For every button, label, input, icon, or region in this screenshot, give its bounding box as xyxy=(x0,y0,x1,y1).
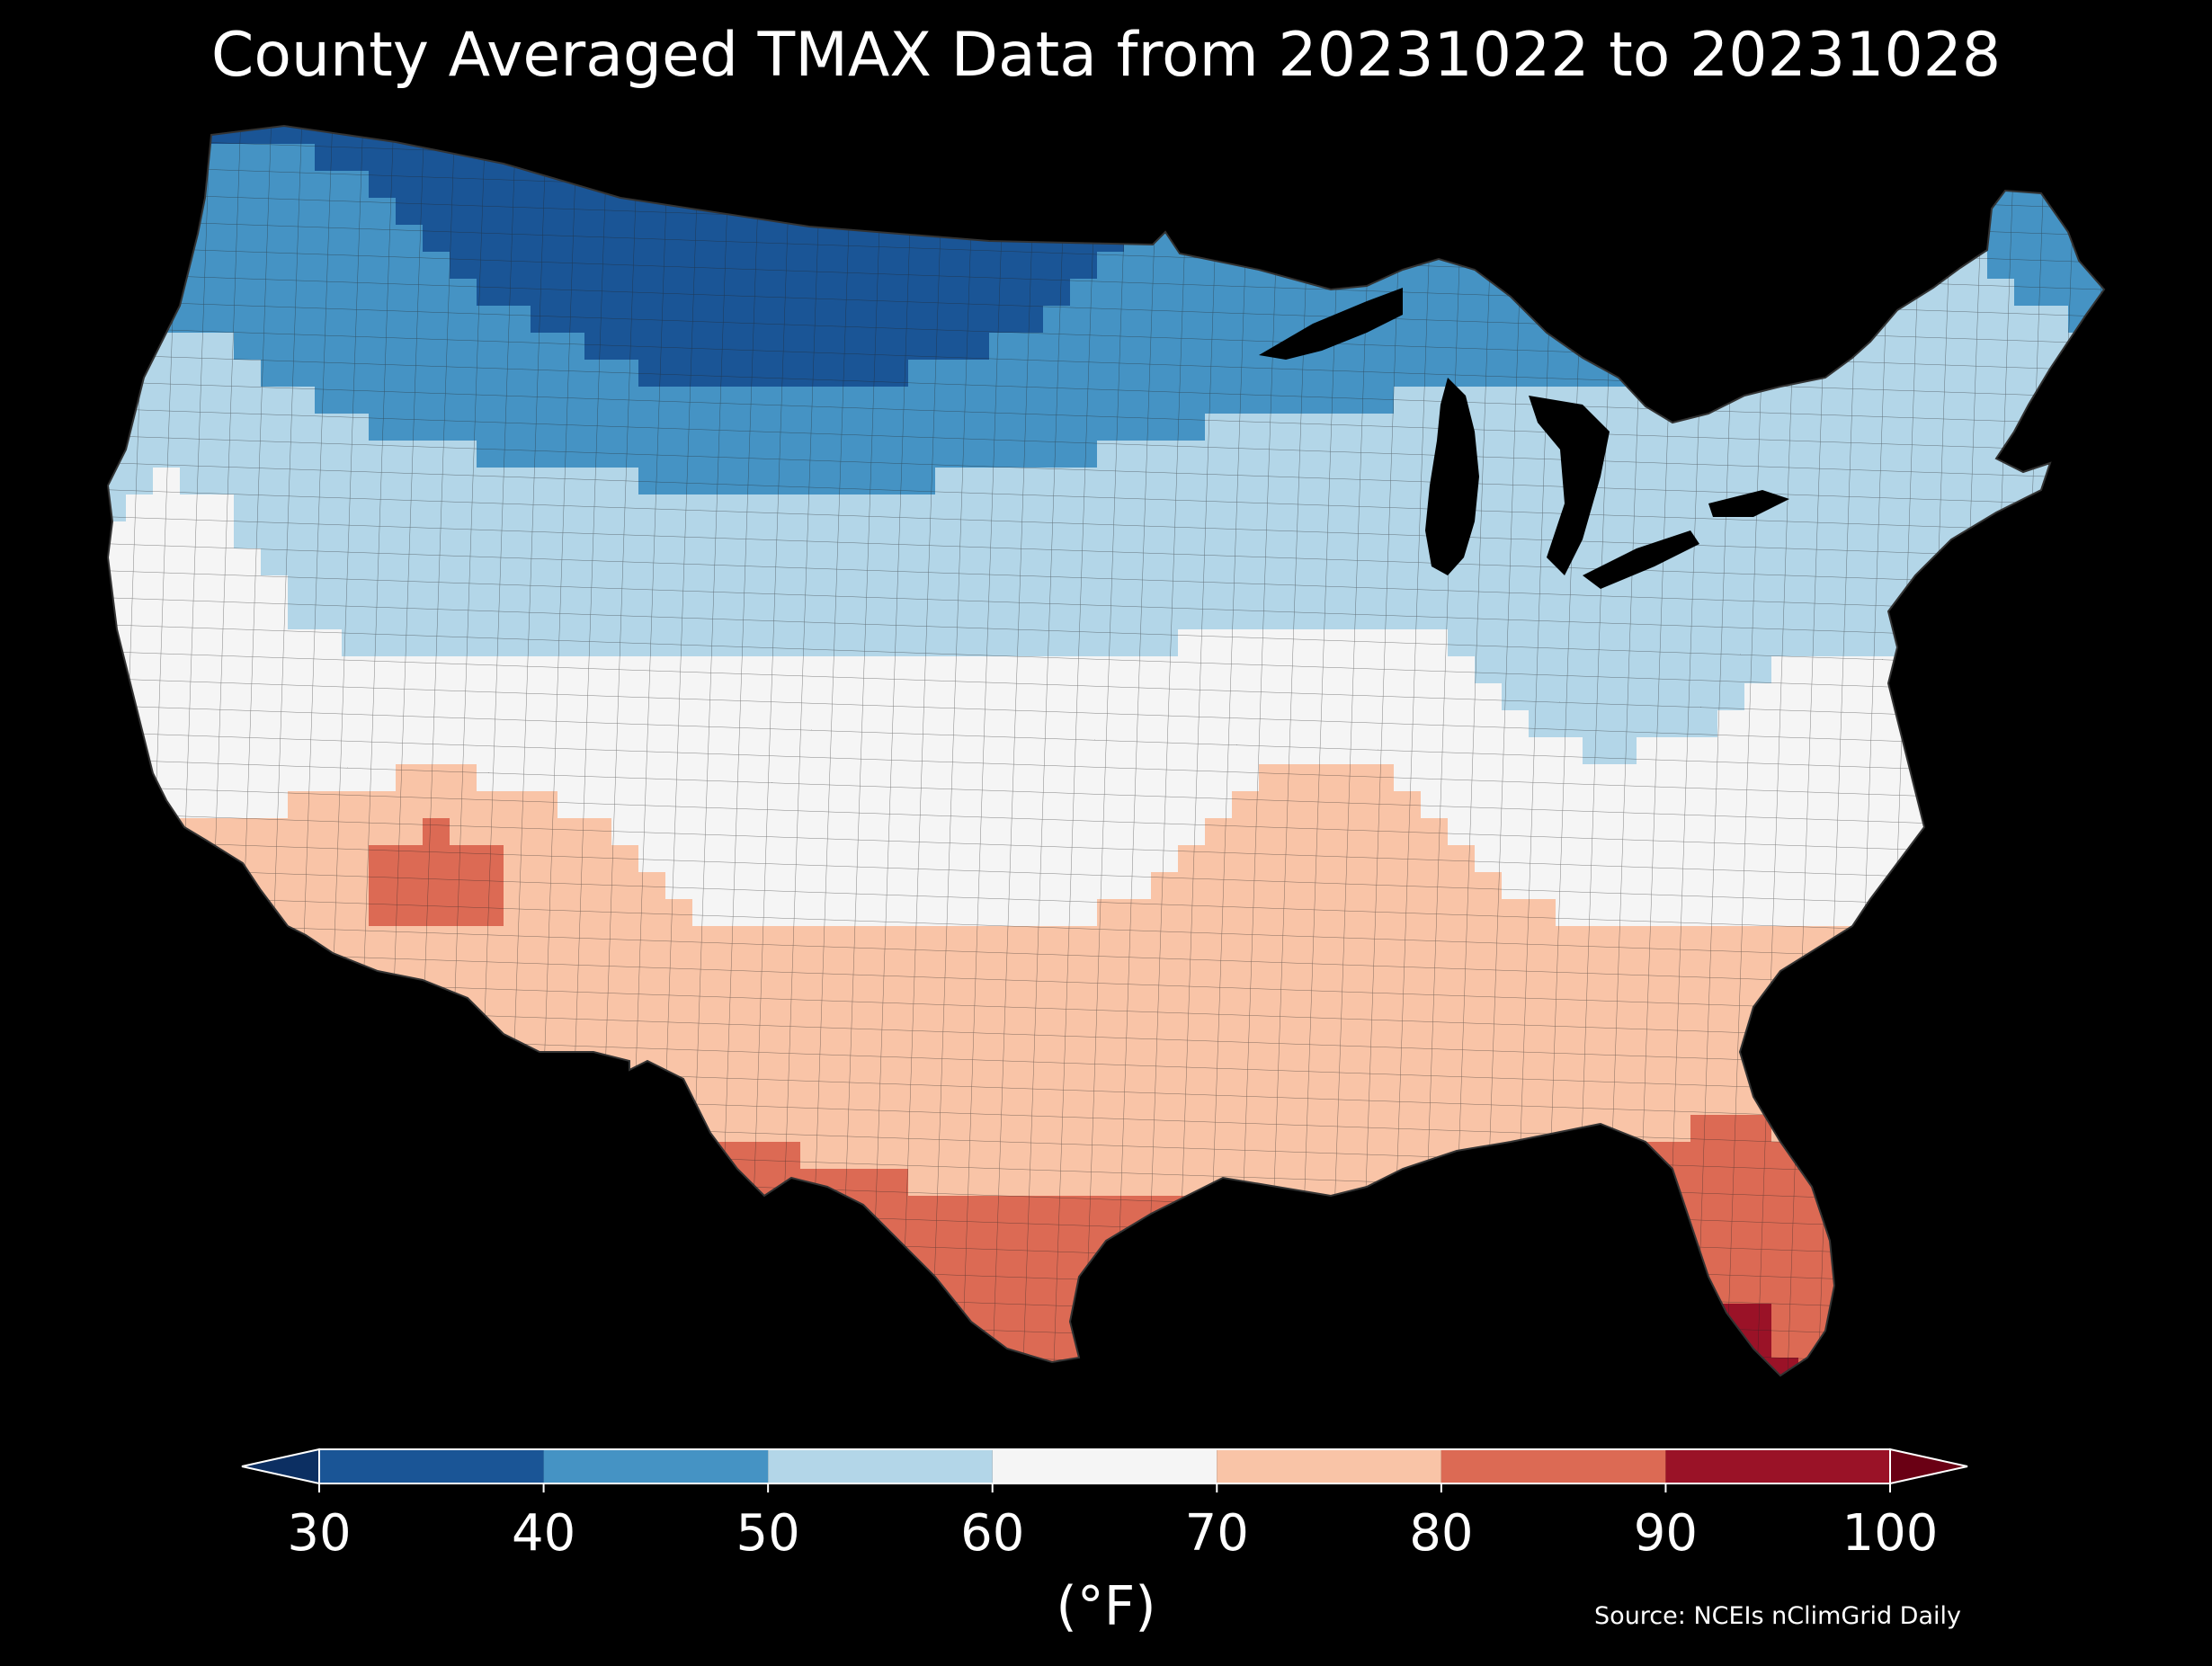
colorbar: 30 40 50 60 70 80 90 100 xyxy=(241,1448,1968,1563)
colorbar-under-arrow xyxy=(241,1448,320,1485)
colorbar-tick-label: 60 xyxy=(960,1504,1024,1563)
colorbar-bin-30-40 xyxy=(319,1449,544,1483)
colorbar-bin-40-50 xyxy=(543,1449,769,1483)
colorbar-tick-label: 50 xyxy=(736,1504,800,1563)
colorbar-tick-label: 40 xyxy=(512,1504,575,1563)
lake-michigan xyxy=(1425,378,1479,575)
colorbar-bin-50-60 xyxy=(768,1449,993,1483)
colorbar-tick-label: 80 xyxy=(1409,1504,1473,1563)
lake-ontario xyxy=(1708,490,1789,517)
colorbar-frame xyxy=(318,1448,1891,1484)
colorbar-over-arrow xyxy=(1889,1448,1968,1485)
colorbar-bin-90-100 xyxy=(1665,1449,1890,1483)
colorbar-bin-70-80 xyxy=(1217,1449,1441,1483)
colorbar-bin-60-70 xyxy=(992,1449,1217,1483)
colorbar-bin-80-90 xyxy=(1440,1449,1666,1483)
colorbar-tick-label: 100 xyxy=(1842,1504,1939,1563)
lake-huron xyxy=(1529,396,1610,575)
colorbar-tick-label: 30 xyxy=(287,1504,351,1563)
colorbar-tick-label: 70 xyxy=(1185,1504,1249,1563)
map-title: County Averaged TMAX Data from 20231022 … xyxy=(210,20,2002,91)
source-credit: Source: NCEIs nClimGrid Daily xyxy=(1594,1602,1961,1630)
lake-erie xyxy=(1583,530,1699,589)
colorbar-tick-label: 90 xyxy=(1634,1504,1698,1563)
colorbar-unit-label: (°F) xyxy=(1056,1575,1156,1638)
lake-superior xyxy=(1259,288,1403,360)
